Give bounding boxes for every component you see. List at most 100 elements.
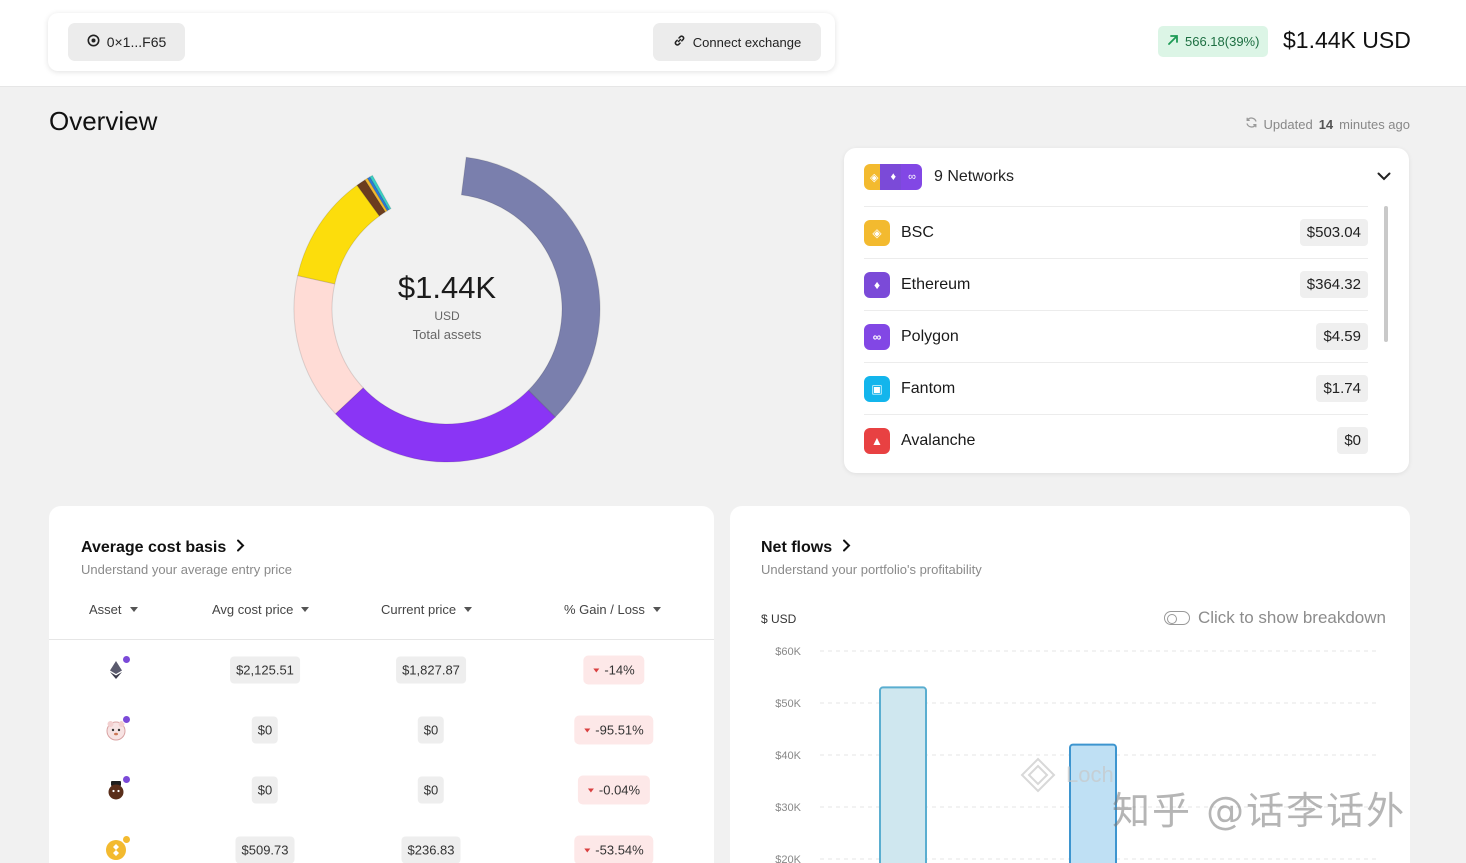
total-balance: $1.44K USD (1283, 27, 1411, 53)
chevron-right-icon[interactable] (842, 539, 851, 557)
dark-token-icon (104, 775, 131, 802)
down-caret-icon (587, 788, 594, 792)
avg-cost-cell: $509.73 (235, 836, 295, 863)
donut-slice-1[interactable] (460, 156, 601, 418)
donut-slice-2[interactable] (334, 387, 556, 463)
gain-value: 566.18(39%) (1185, 34, 1260, 49)
network-value: $4.59 (1316, 323, 1368, 350)
bsc-icon: ◈ (864, 219, 890, 246)
donut-slice-6[interactable] (364, 177, 388, 213)
toggle-switch[interactable] (1163, 611, 1190, 625)
table-row[interactable]: $0 $0 -95.51% (49, 700, 714, 760)
updated-value: 14 (1318, 116, 1334, 132)
networks-list: ◈ BSC $503.04 ♦ Ethereum $364.32 ∞ Polygon $4.59… (864, 206, 1368, 466)
y-tick-label: $20K (775, 854, 801, 863)
wallet-address-button[interactable]: 0×1...F65 (68, 23, 185, 61)
network-row-ethereum[interactable]: ♦ Ethereum $364.32 (864, 258, 1368, 310)
cost-basis-title[interactable]: Average cost basis (81, 539, 245, 557)
y-tick-label: $60K (775, 646, 801, 658)
cost-basis-card: Average cost basis Understand your avera… (49, 506, 714, 863)
network-value: $503.04 (1299, 219, 1368, 246)
chevron-right-icon[interactable] (236, 539, 245, 557)
sort-caret-icon (652, 607, 661, 612)
gain-loss-cell: -53.54% (574, 835, 654, 863)
connect-exchange-button[interactable]: Connect exchange (653, 23, 821, 61)
sort-caret-icon (464, 607, 473, 612)
column-avg-cost-label: Avg cost price (212, 602, 294, 617)
network-name-group: ▲ Avalanche (864, 427, 976, 454)
net-flows-title[interactable]: Net flows (761, 539, 851, 557)
column-current-price-label: Current price (381, 602, 457, 617)
gain-loss-value: -0.04% (598, 782, 641, 798)
donut-slice-7[interactable] (366, 176, 390, 212)
gain-loss-value: -53.54% (595, 842, 644, 858)
last-updated[interactable]: Updated 14 minutes ago (1245, 116, 1410, 132)
donut-center: $1.44K USD Total assets (288, 150, 606, 468)
total-assets-donut[interactable]: $1.44K USD Total assets (288, 150, 606, 468)
network-stack-icon: ◈ ♦ ∞ (864, 164, 922, 190)
network-row-fantom[interactable]: ▣ Fantom $1.74 (864, 362, 1368, 414)
cost-basis-title-text: Average cost basis (81, 539, 227, 556)
avg-cost-cell: $0 (251, 776, 279, 804)
donut-slice-5[interactable] (356, 179, 387, 217)
portfolio-gain-badge: 566.18(39%) (1158, 26, 1269, 57)
loch-watermark-text: Loch (1066, 762, 1114, 787)
current-price-cell: $1,827.87 (396, 656, 466, 684)
total-assets-unit: USD (434, 309, 460, 323)
column-avg-cost[interactable]: Avg cost price (212, 602, 310, 617)
y-axis-unit: $ USD (761, 612, 797, 626)
donut-slice-8[interactable] (369, 174, 392, 211)
networks-scrollbar[interactable] (1384, 206, 1388, 342)
chevron-down-icon[interactable] (1377, 168, 1391, 186)
loch-logo-icon (1020, 757, 1056, 793)
network-name-group: ∞ Polygon (864, 323, 959, 350)
breakdown-toggle-label: Click to show breakdown (1197, 608, 1386, 627)
networks-dropdown[interactable]: ◈ ♦ ∞ 9 Networks (864, 163, 1014, 191)
network-name-group: ◈ BSC (864, 219, 934, 246)
network-value: $364.32 (1299, 271, 1368, 298)
table-row[interactable]: $2,125.51 $1,827.87 -14% (49, 640, 714, 700)
total-assets-label: Total assets (412, 327, 482, 342)
ethereum-icon: ♦ (864, 271, 890, 298)
network-name: Fantom (901, 379, 956, 397)
wallet-bar: 0×1...F65 Connect exchange (48, 13, 835, 71)
table-row[interactable]: $0 $0 -0.04% (49, 760, 714, 820)
zhihu-watermark: 知乎 @话李话外 (1112, 789, 1407, 833)
gain-loss-cell: -14% (583, 655, 645, 685)
network-row-bsc[interactable]: ◈ BSC $503.04 (864, 206, 1368, 258)
sort-caret-icon (129, 607, 138, 612)
page-title: Overview (49, 106, 158, 136)
network-name-group: ▣ Fantom (864, 375, 956, 402)
column-current-price[interactable]: Current price (381, 602, 473, 617)
table-header-divider (49, 639, 714, 640)
sort-caret-icon (301, 607, 310, 612)
table-row[interactable]: $509.73 $236.83 -53.54% (49, 820, 714, 863)
bnb-token-icon (104, 835, 131, 862)
cost-basis-subtitle: Understand your average entry price (81, 562, 293, 577)
updated-prefix: Updated (1263, 116, 1313, 132)
gain-loss-value: -14% (604, 662, 635, 678)
networks-panel: ◈ ♦ ∞ 9 Networks ◈ BSC $503.04 ♦ Ethereum $364.… (844, 148, 1409, 473)
net-flows-chart[interactable]: $60K $50K $40K $30K $20K (730, 636, 1410, 863)
network-row-polygon[interactable]: ∞ Polygon $4.59 (864, 310, 1368, 362)
column-asset[interactable]: Asset (89, 602, 138, 617)
network-row-avalanche[interactable]: ▲ Avalanche $0 (864, 414, 1368, 466)
column-gain-loss[interactable]: % Gain / Loss (564, 602, 661, 617)
down-caret-icon (584, 728, 591, 732)
y-tick-label: $50K (775, 698, 801, 710)
net-flow-bar[interactable] (879, 686, 927, 863)
fantom-icon: ▣ (864, 375, 890, 402)
total-assets-value: $1.44K (397, 270, 497, 305)
refresh-icon[interactable] (1245, 116, 1258, 132)
breakdown-toggle[interactable]: Click to show breakdown (1163, 608, 1386, 628)
top-header: 0×1...F65 Connect exchange 566.18(39%) $… (0, 0, 1466, 87)
wallet-target-icon (87, 34, 100, 50)
net-flow-bar[interactable] (1069, 743, 1117, 863)
arrow-up-right-icon (1167, 34, 1179, 49)
network-name: Polygon (901, 327, 959, 345)
net-flows-title-text: Net flows (761, 539, 833, 556)
network-value: $0 (1337, 427, 1368, 454)
network-name: Avalanche (901, 431, 976, 449)
gain-loss-value: -95.51% (595, 722, 644, 738)
network-name: BSC (901, 223, 934, 241)
